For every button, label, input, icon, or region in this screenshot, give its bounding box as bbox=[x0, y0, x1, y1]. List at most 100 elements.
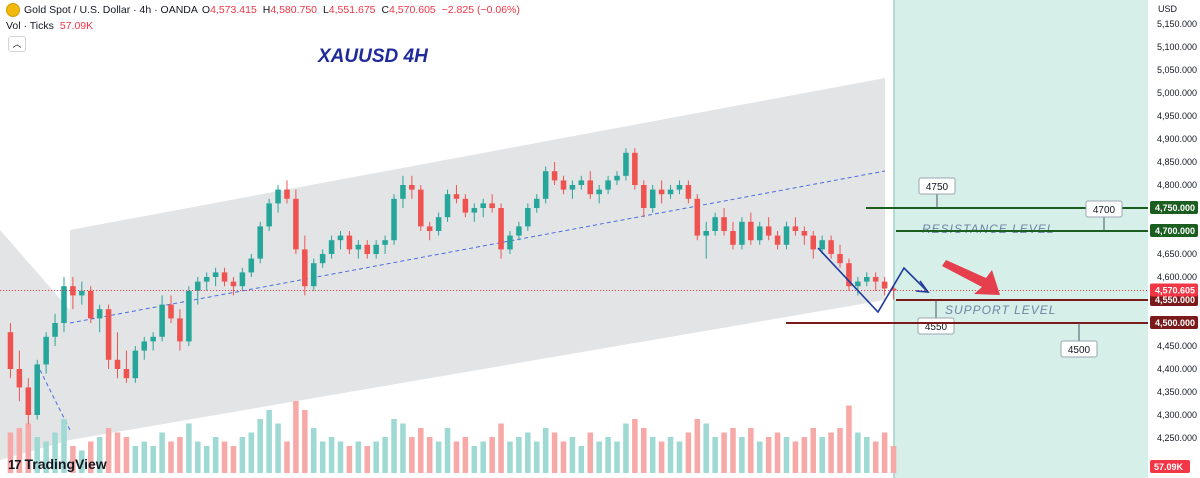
candle-body bbox=[346, 235, 353, 250]
axis-tick-label: 5,000.000 bbox=[1157, 88, 1197, 98]
volume-bar bbox=[676, 441, 683, 473]
volume-bar bbox=[516, 437, 522, 473]
axis-tick-label: 4,600.000 bbox=[1157, 272, 1197, 282]
candle-body bbox=[239, 272, 246, 287]
axis-tick-label: 5,150.000 bbox=[1157, 19, 1197, 29]
volume-bar bbox=[230, 446, 237, 473]
candle-body bbox=[783, 226, 790, 245]
volume-bar bbox=[569, 437, 576, 473]
candle-body bbox=[382, 240, 388, 245]
candle-body bbox=[721, 217, 727, 231]
volume-bar bbox=[382, 437, 388, 473]
volume-bar bbox=[658, 441, 665, 473]
candle-body bbox=[623, 152, 629, 176]
projection-arrowhead bbox=[915, 280, 930, 293]
candle-body bbox=[864, 277, 870, 282]
candle-body bbox=[605, 180, 611, 190]
chart-title: XAUUSD 4H bbox=[317, 46, 429, 67]
volume-bar bbox=[34, 437, 40, 473]
volume-bar bbox=[685, 432, 692, 473]
axis-tick-label: 4,900.000 bbox=[1157, 134, 1197, 144]
candle-body bbox=[186, 290, 192, 342]
candle-body bbox=[195, 281, 201, 291]
volume-bar bbox=[614, 441, 620, 473]
candle-body bbox=[266, 203, 272, 227]
candle-body bbox=[34, 364, 40, 415]
volume-bar bbox=[275, 423, 281, 473]
volume-bar bbox=[828, 432, 834, 473]
candle-body bbox=[257, 226, 263, 259]
bearish-arrow bbox=[942, 260, 1000, 295]
collapse-legend-button[interactable]: ︿ bbox=[8, 36, 26, 52]
axis-tick-label: 4,400.000 bbox=[1157, 364, 1197, 374]
candle-body bbox=[302, 249, 308, 287]
volume-bar bbox=[239, 437, 246, 473]
candle-body bbox=[105, 309, 112, 360]
candle-body bbox=[87, 290, 94, 319]
volume-bar bbox=[212, 437, 219, 473]
volume-bar bbox=[649, 437, 656, 473]
volume-bar bbox=[748, 428, 754, 473]
volume-bar bbox=[783, 437, 790, 473]
tradingview-logo[interactable]: 17 TradingView bbox=[8, 456, 107, 472]
volume-bar bbox=[248, 432, 255, 473]
last-price-badge bbox=[1150, 283, 1198, 297]
candle-body bbox=[685, 185, 692, 199]
volume-bar bbox=[364, 446, 371, 473]
volume-bar bbox=[712, 437, 718, 473]
volume-bar bbox=[7, 432, 14, 473]
candle-body bbox=[141, 341, 148, 351]
axis-tick-label: 4,350.000 bbox=[1157, 387, 1197, 397]
axis-tick-label: 4,300.000 bbox=[1157, 410, 1197, 420]
gold-symbol-icon bbox=[6, 3, 20, 17]
candle-body bbox=[748, 221, 754, 241]
candle-body bbox=[471, 208, 478, 213]
candle-body bbox=[533, 198, 540, 208]
candle-body bbox=[310, 263, 317, 287]
low-value: 4,551.675 bbox=[328, 4, 376, 16]
volume-value-badge bbox=[1150, 460, 1190, 473]
volume-bar bbox=[114, 432, 121, 473]
open-label: O bbox=[201, 4, 211, 16]
price-axis[interactable]: USD 5,150.000 5,100.000 5,050.000 5,000.000 4… bbox=[1148, 0, 1200, 478]
candle-body bbox=[275, 189, 281, 204]
candle-body bbox=[123, 369, 130, 379]
candle-body bbox=[221, 272, 228, 282]
level-4700-badge-text: 4,700.000 bbox=[1155, 226, 1195, 236]
volume-legend: Vol · Ticks 57.09K bbox=[6, 20, 93, 32]
volume-bar bbox=[177, 437, 183, 473]
volume-bar bbox=[43, 441, 49, 473]
candle-body bbox=[418, 189, 424, 227]
volume-bar bbox=[855, 432, 861, 473]
candle-body bbox=[739, 221, 745, 245]
high-value: 4,580.750 bbox=[270, 4, 318, 16]
candle-body bbox=[765, 226, 772, 236]
volume-value: 57.09K bbox=[59, 20, 94, 32]
volume-bar bbox=[605, 437, 611, 473]
candle-body bbox=[453, 194, 460, 199]
volume-bar bbox=[801, 437, 808, 473]
price-channel bbox=[70, 78, 885, 440]
candle-body bbox=[212, 272, 219, 277]
axis-tick-label: 4,850.000 bbox=[1157, 157, 1197, 167]
volume-bar bbox=[480, 441, 486, 473]
volume-bar bbox=[507, 441, 513, 473]
volume-bar bbox=[774, 432, 781, 473]
volume-bar bbox=[87, 441, 94, 473]
level-4750-badge-text: 4,750.000 bbox=[1155, 203, 1195, 213]
candle-body bbox=[426, 226, 433, 231]
volume-bar bbox=[810, 428, 817, 473]
resistance-level-label: RESISTANCE LEVEL bbox=[922, 222, 1054, 236]
axis-tick-label: 4,950.000 bbox=[1157, 111, 1197, 121]
volume-bar bbox=[25, 423, 32, 473]
volume-bar bbox=[498, 423, 504, 473]
candle-body bbox=[890, 288, 897, 291]
symbol-name[interactable]: Gold Spot / U.S. Dollar · 4h · OANDA bbox=[24, 4, 198, 16]
candle-body bbox=[703, 231, 709, 236]
volume-bar bbox=[641, 428, 647, 473]
volume-bar bbox=[132, 446, 139, 473]
volume-label[interactable]: Vol · Ticks bbox=[6, 20, 54, 32]
volume-bar bbox=[551, 432, 558, 473]
volume-bar bbox=[266, 410, 272, 473]
